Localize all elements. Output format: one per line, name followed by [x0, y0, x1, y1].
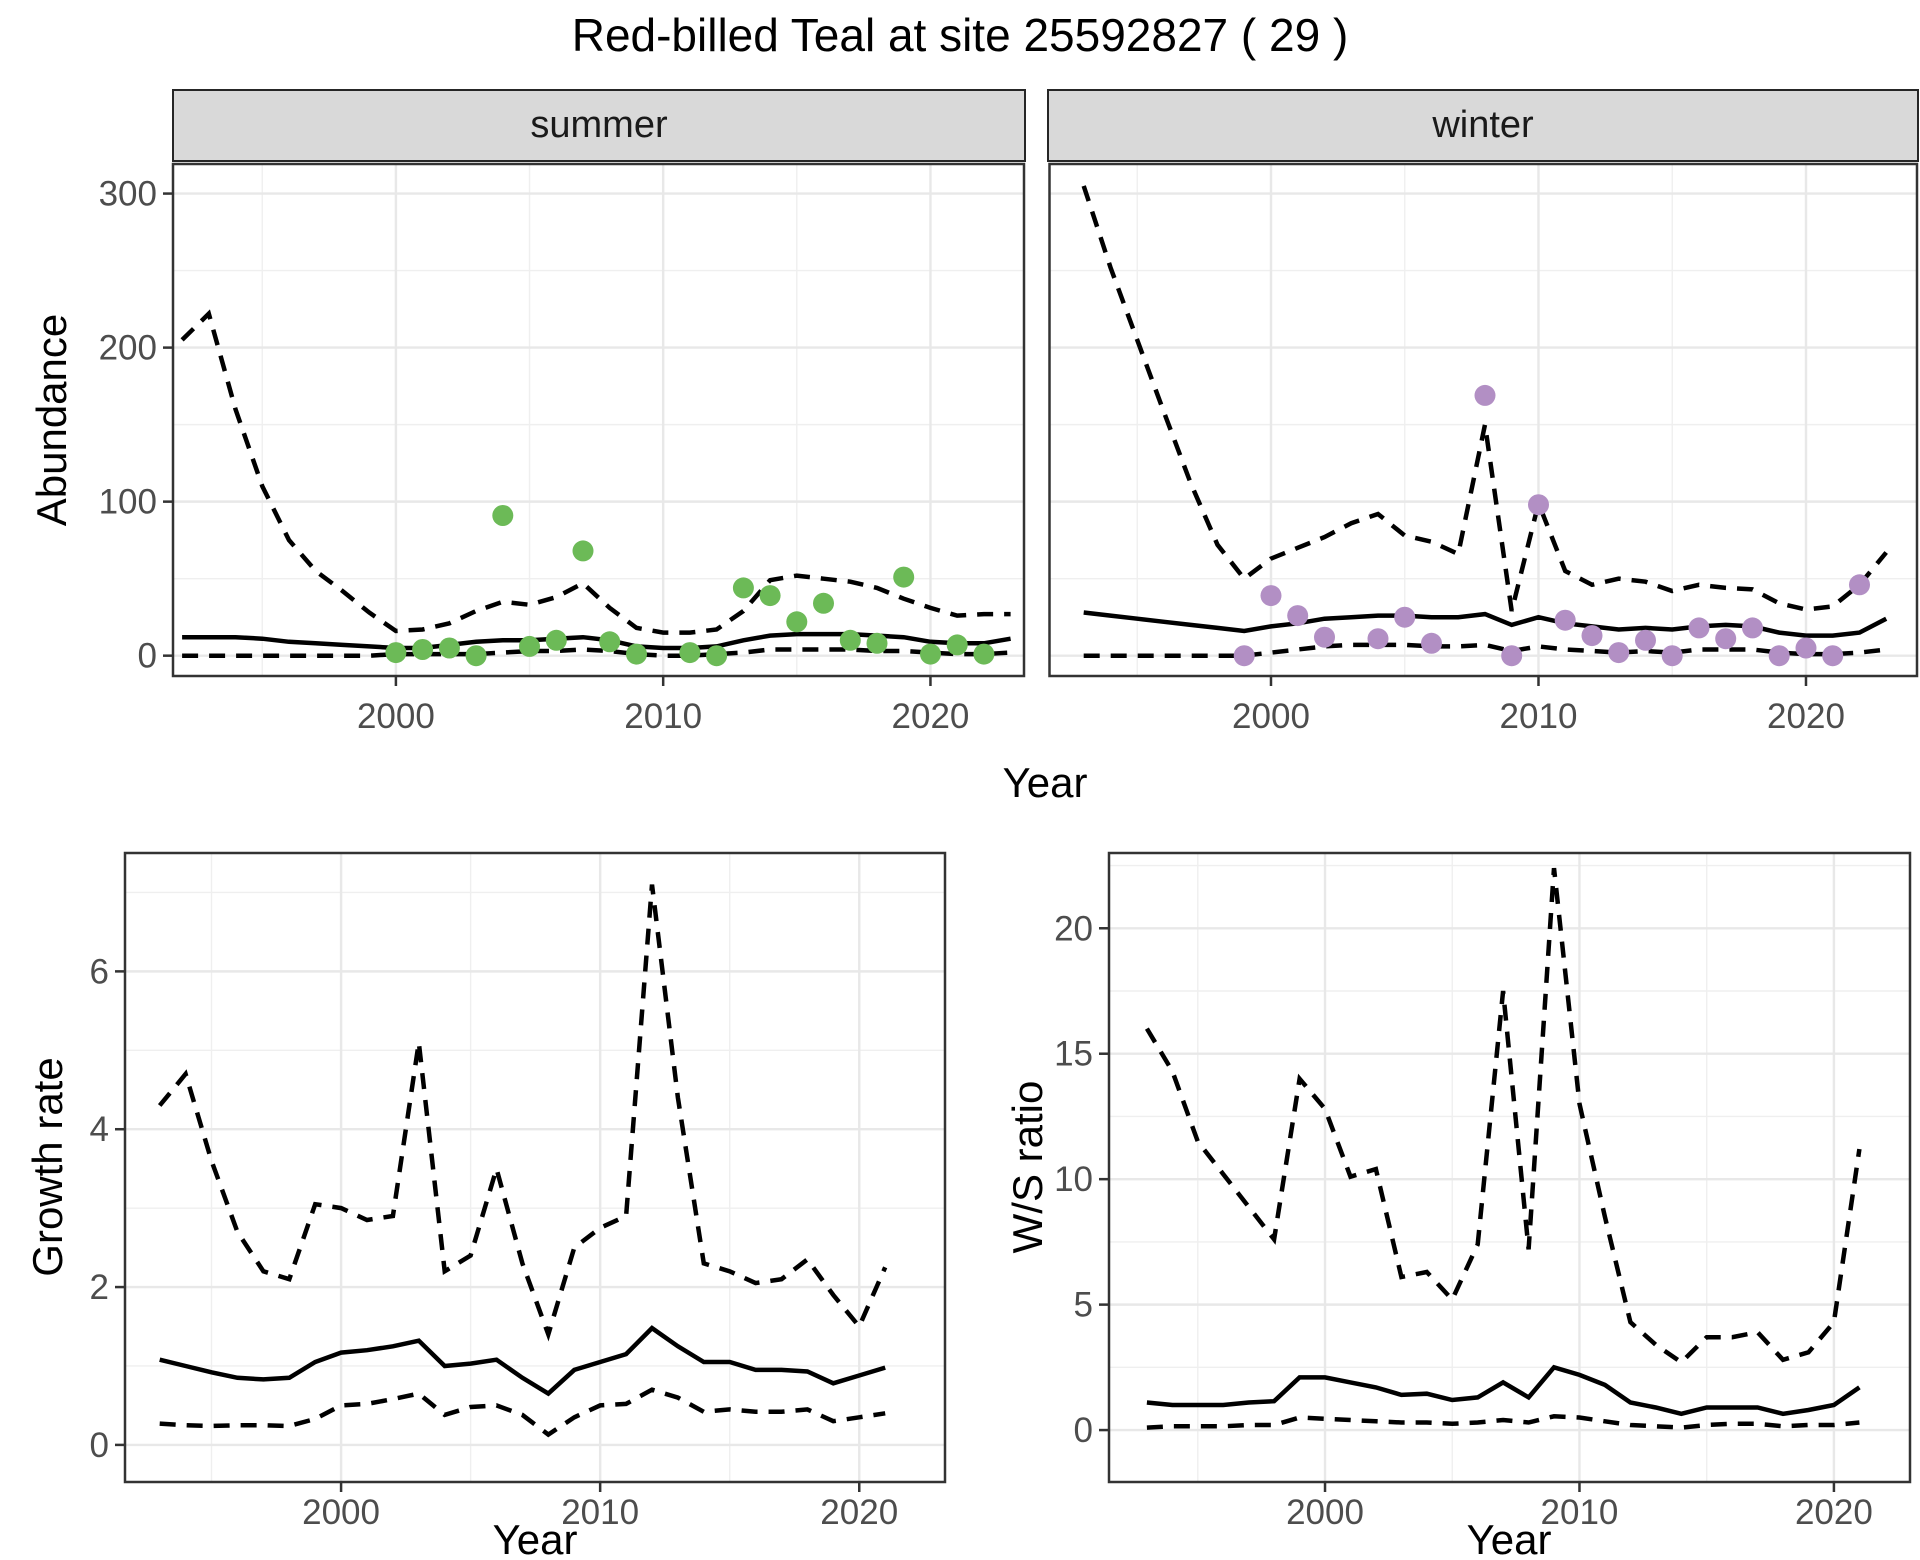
data-point	[1260, 585, 1282, 607]
data-point	[412, 639, 434, 660]
data-point	[1795, 637, 1817, 659]
data-point	[1394, 606, 1416, 628]
data-point	[492, 505, 514, 526]
data-point	[1581, 625, 1603, 647]
data-point	[920, 643, 941, 665]
facet-strip-winter: winter	[1047, 89, 1919, 162]
x-tick-label: 2020	[820, 1493, 898, 1532]
data-point	[786, 611, 808, 633]
series-lower_95CI	[182, 647, 1011, 658]
y-tick-label: 4	[90, 1110, 109, 1149]
data-point	[946, 634, 968, 656]
data-point	[1849, 574, 1870, 596]
x-axis-title-year-growth: Year	[492, 1516, 578, 1560]
x-tick-label: 2000	[1232, 697, 1310, 736]
x-axis-title-year-ws: Year	[1466, 1516, 1552, 1560]
y-tick-label: 20	[1054, 909, 1093, 948]
data-point	[759, 585, 781, 607]
data-point	[1635, 629, 1656, 651]
y-tick-label: 0	[138, 637, 157, 676]
x-axis-title-year-top: Year	[1002, 759, 1088, 806]
panel-border	[171, 162, 1026, 678]
data-point	[1715, 628, 1737, 650]
panel-border	[1107, 851, 1912, 1484]
y-tick-label: 0	[1074, 1411, 1093, 1450]
page-title: Red-billed Teal at site 25592827 ( 29 )	[571, 9, 1349, 61]
facet-strip-winter-label: winter	[1432, 104, 1534, 146]
data-point	[706, 645, 728, 667]
y-tick-label: 15	[1054, 1035, 1093, 1074]
y-tick-label: 6	[90, 952, 109, 991]
panel-background	[1109, 853, 1910, 1482]
data-point	[1474, 384, 1496, 406]
data-point	[732, 577, 754, 599]
facet-strip-summer-label: summer	[530, 104, 668, 146]
x-tick-label: 2000	[302, 1493, 380, 1532]
series-upper_95CI	[157, 884, 888, 1342]
x-tick-label: 2000	[357, 697, 435, 736]
data-point	[1661, 645, 1683, 667]
data-point	[839, 629, 861, 651]
data-point	[1287, 605, 1309, 627]
y-tick-label: 200	[99, 329, 157, 368]
series-lower_95CI	[159, 1387, 886, 1438]
data-point	[1768, 645, 1790, 667]
data-point	[385, 642, 407, 664]
data-point	[626, 643, 647, 665]
data-point	[545, 629, 567, 651]
data-point	[1554, 609, 1576, 631]
series-upper_95CI	[1081, 185, 1888, 612]
data-point	[893, 566, 915, 588]
data-point	[519, 635, 540, 657]
data-point	[866, 632, 888, 654]
panel-abundance-summer: 2000 2010 2020 0 100 200 300	[99, 162, 1026, 736]
panel-background	[1049, 164, 1917, 676]
data-point	[1367, 628, 1389, 650]
series-lower_95CI	[1146, 1414, 1860, 1430]
panel-abundance-winter: 2000 2010 2020	[1048, 162, 1919, 736]
panel-ws-ratio: 2000 2010 2020 0 5 10 15 20	[1054, 851, 1912, 1532]
data-point	[813, 592, 834, 614]
data-point	[465, 645, 487, 667]
data-point	[679, 642, 701, 664]
y-tick-label: 5	[1074, 1286, 1093, 1325]
data-point	[1314, 626, 1335, 648]
x-tick-label: 2000	[1286, 1493, 1364, 1532]
data-point	[1608, 642, 1630, 664]
data-point	[1233, 645, 1255, 667]
y-tick-label: 300	[99, 175, 157, 214]
x-tick-label: 2010	[1500, 697, 1578, 736]
facet-strip-summer: summer	[172, 89, 1026, 162]
x-tick-label: 2020	[1767, 697, 1845, 736]
x-tick-label: 2020	[1795, 1493, 1873, 1532]
data-point	[599, 631, 621, 653]
x-tick-label: 2010	[624, 697, 702, 736]
data-point	[973, 643, 995, 665]
panel-border	[123, 851, 947, 1484]
panel-border	[1048, 162, 1919, 678]
series-upper_95CI	[1144, 867, 1862, 1366]
data-point	[438, 637, 460, 659]
series-upper_95CI	[180, 309, 1011, 635]
panel-background	[173, 164, 1024, 676]
data-point	[572, 540, 594, 562]
series-median	[1146, 1364, 1861, 1417]
panel-growth-rate: 2000 2010 2020 0 2 4 6	[90, 851, 947, 1532]
y-tick-label: 100	[99, 483, 157, 522]
data-point	[1742, 617, 1763, 639]
y-tick-label: 0	[90, 1426, 109, 1465]
x-tick-label: 2010	[1541, 1493, 1619, 1532]
x-tick-label: 2010	[561, 1493, 639, 1532]
data-point	[1822, 645, 1844, 667]
data-point	[1421, 632, 1442, 654]
series-median	[159, 1325, 886, 1397]
y-tick-label: 10	[1054, 1160, 1093, 1199]
data-point	[1688, 617, 1710, 639]
y-tick-label: 2	[90, 1268, 109, 1307]
x-tick-label: 2020	[892, 697, 970, 736]
data-point	[1501, 645, 1523, 667]
data-point	[1528, 494, 1549, 516]
